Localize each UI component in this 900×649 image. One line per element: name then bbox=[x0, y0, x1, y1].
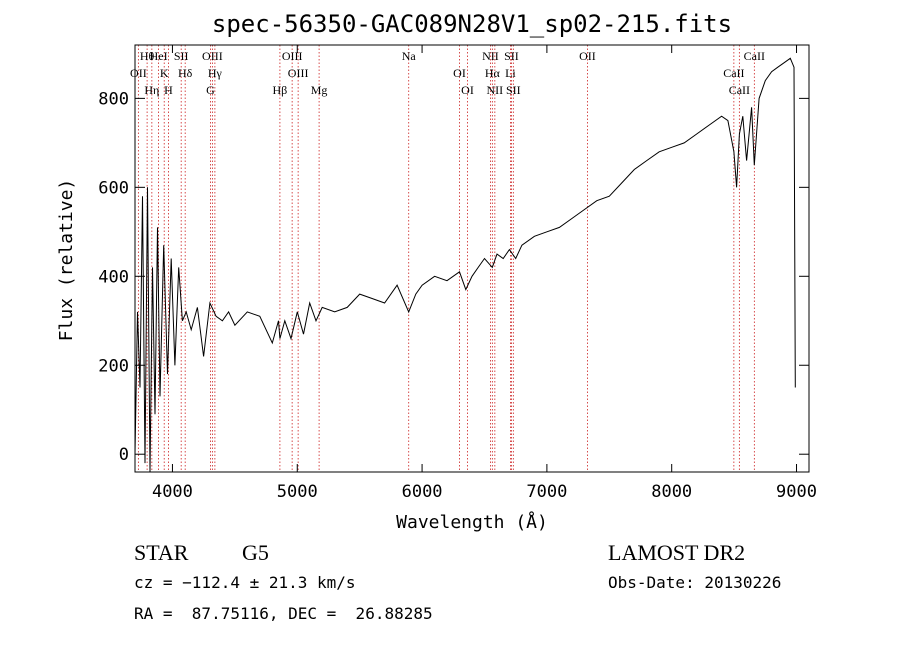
y-axis-ticks: 0 200 400 600 800 bbox=[98, 89, 809, 465]
chart-title: spec-56350-GAC089N28V1_sp02-215.fits bbox=[212, 10, 732, 38]
x-axis-label: Wavelength (Å) bbox=[396, 511, 548, 533]
line-marker-label: OI bbox=[461, 83, 474, 97]
x-tick-label: 7000 bbox=[526, 482, 567, 502]
y-tick-label: 0 bbox=[119, 445, 129, 465]
line-marker-label: Hδ bbox=[178, 66, 193, 80]
x-tick-label: 9000 bbox=[776, 482, 817, 502]
x-tick-label: 8000 bbox=[651, 482, 692, 502]
spectrum-line bbox=[134, 57, 796, 473]
coordinates: RA = 87.75116, DEC = 26.88285 bbox=[134, 604, 433, 623]
object-type: STAR bbox=[134, 540, 189, 565]
line-marker-label: H bbox=[164, 83, 173, 97]
x-tick-label: 5000 bbox=[277, 482, 318, 502]
obs-date: Obs-Date: 20130226 bbox=[608, 573, 782, 592]
survey-name: LAMOST DR2 bbox=[608, 540, 746, 565]
line-marker-label: Na bbox=[402, 49, 417, 63]
line-marker-label: CaII bbox=[744, 49, 765, 63]
line-marker-label: CaII bbox=[729, 83, 750, 97]
line-marker-labels: HθOIIHηHeIKHSIIHδGOIIIHγHβOIIIOIIIMgNaOI… bbox=[130, 49, 765, 97]
line-marker-label: Hθ bbox=[140, 49, 155, 63]
y-tick-label: 400 bbox=[98, 267, 129, 287]
y-tick-label: 800 bbox=[98, 89, 129, 109]
x-tick-label: 6000 bbox=[402, 482, 443, 502]
y-axis-label: Flux (relative) bbox=[56, 179, 77, 342]
line-marker-label: OII bbox=[579, 49, 596, 63]
line-marker-label: OII bbox=[130, 66, 147, 80]
line-marker-label: OIII bbox=[288, 66, 309, 80]
line-marker-label: OIII bbox=[282, 49, 303, 63]
line-marker-label: Li bbox=[505, 66, 516, 80]
line-marker-label: SII bbox=[504, 49, 519, 63]
line-marker-label: SII bbox=[506, 83, 521, 97]
x-tick-label: 4000 bbox=[152, 482, 193, 502]
cz-value: cz = −112.4 ± 21.3 km/s bbox=[134, 573, 356, 592]
line-marker-label: HeI bbox=[150, 49, 168, 63]
line-marker-label: Hγ bbox=[208, 66, 223, 80]
line-marker-label: OIII bbox=[202, 49, 223, 63]
x-axis-ticks: 4000 5000 6000 7000 8000 9000 bbox=[152, 45, 817, 502]
line-marker-label: NII bbox=[487, 83, 504, 97]
line-marker-label: Hη bbox=[144, 83, 159, 97]
y-tick-label: 200 bbox=[98, 356, 129, 376]
line-marker-label: G bbox=[206, 83, 215, 97]
y-tick-label: 600 bbox=[98, 178, 129, 198]
line-marker-label: K bbox=[160, 66, 169, 80]
subclass: G5 bbox=[242, 540, 269, 565]
plot-frame bbox=[134, 44, 810, 473]
line-markers bbox=[137, 45, 755, 472]
line-marker-label: SII bbox=[174, 49, 189, 63]
line-marker-label: Hβ bbox=[273, 83, 288, 97]
line-marker-label: CaII bbox=[723, 66, 744, 80]
line-marker-label: Hα bbox=[485, 66, 501, 80]
line-marker-label: OI bbox=[453, 66, 466, 80]
line-marker-label: NII bbox=[482, 49, 499, 63]
line-marker-label: Mg bbox=[311, 83, 328, 97]
